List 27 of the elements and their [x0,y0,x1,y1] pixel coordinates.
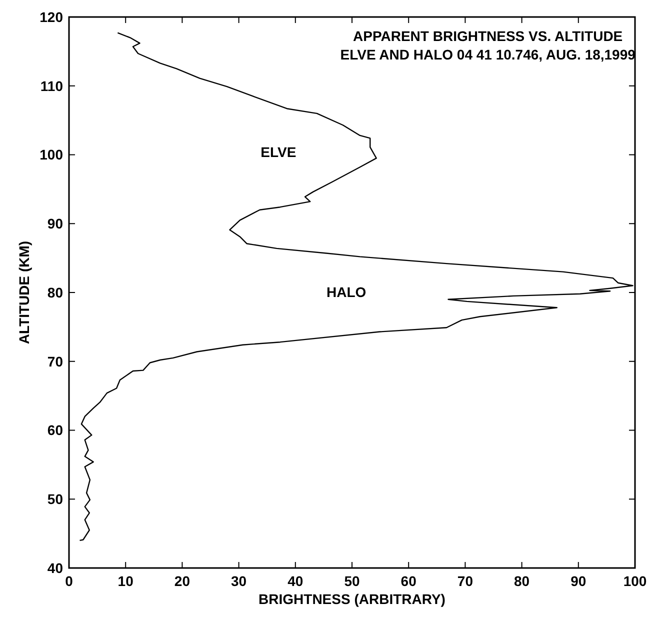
x-tick-label: 100 [623,573,647,589]
y-tick-label: 40 [47,560,64,576]
x-tick-label: 50 [344,573,360,589]
y-tick-label: 120 [40,8,64,25]
y-tick-label: 50 [47,491,64,508]
y-tick-label: 110 [40,78,64,94]
x-tick-label: 0 [65,573,74,589]
y-tick-label: 90 [47,216,64,232]
x-tick-label: 60 [400,573,417,589]
text: APPARENT BRIGHTNESS VS. ALTITUDE [353,28,623,44]
y-axis-title: ALTITUDE (KM) [16,240,32,344]
y-tick-label: 100 [40,146,64,163]
line-series [79,32,634,542]
x-tick-label: 30 [231,573,247,589]
x-axis-title: BRIGHTNESS (ARBITRARY) [258,591,446,607]
x-tick-label: 40 [288,573,304,589]
y-tick-label: 80 [47,284,64,300]
annotation: HALO [326,284,366,300]
x-tick-label: 80 [514,573,530,589]
x-tick-label: 90 [570,573,586,589]
text: ELVE AND HALO 04 41 10.746, AUG. 18,1999 [340,46,636,63]
x-tick-label: 70 [457,573,474,589]
x-tick-label: 10 [118,573,134,589]
annotation: ELVE [260,144,296,160]
y-tick-label: 70 [47,353,64,370]
y-tick-label: 60 [47,422,64,438]
x-tick-label: 20 [174,573,190,589]
